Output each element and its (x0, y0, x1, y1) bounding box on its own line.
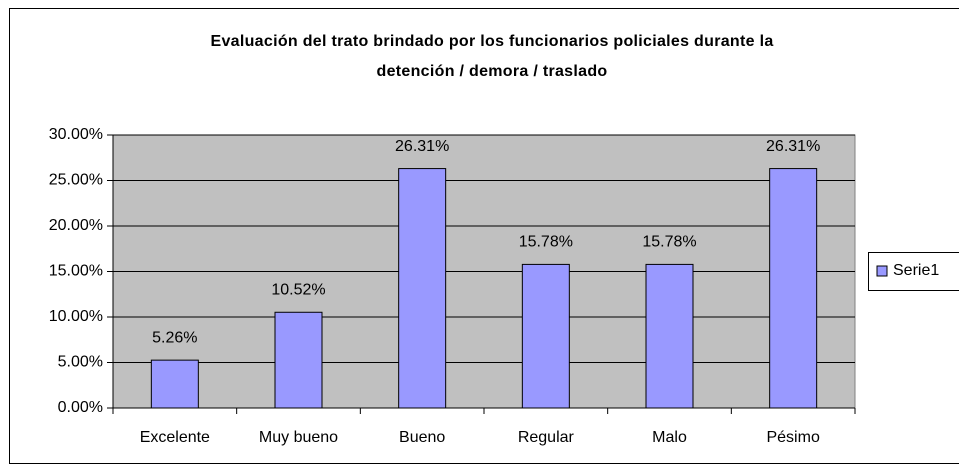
y-tick-label: 30.00% (49, 126, 103, 143)
y-tick-label: 5.00% (58, 354, 103, 371)
x-tick-label: Bueno (399, 429, 445, 446)
bar (521, 263, 570, 409)
x-tick-label: Excelente (140, 429, 210, 446)
x-tick-label: Pésimo (766, 429, 819, 446)
data-label: 26.31% (766, 138, 820, 155)
bar (274, 311, 323, 409)
y-tick-label: 10.00% (49, 308, 103, 325)
x-tick-label: Muy bueno (259, 429, 338, 446)
y-tick-label: 0.00% (58, 399, 103, 416)
bar (645, 263, 694, 409)
data-label: 15.78% (519, 234, 573, 251)
x-tick-label: Malo (652, 429, 687, 446)
legend-marker (876, 265, 888, 277)
chart-title: Evaluación del trato brindado por los fu… (210, 33, 773, 50)
bar (150, 359, 199, 409)
data-label: 15.78% (642, 234, 696, 251)
y-tick-label: 25.00% (49, 172, 103, 189)
chart-title: detención / demora / traslado (377, 63, 608, 80)
data-label: 5.26% (152, 329, 197, 346)
legend-label: Serie1 (893, 262, 939, 279)
bar (769, 168, 818, 409)
y-tick-label: 15.00% (49, 263, 103, 280)
data-label: 26.31% (395, 138, 449, 155)
data-label: 10.52% (271, 281, 325, 298)
bar (398, 168, 447, 409)
x-tick-label: Regular (518, 429, 575, 446)
y-tick-label: 20.00% (49, 217, 103, 234)
